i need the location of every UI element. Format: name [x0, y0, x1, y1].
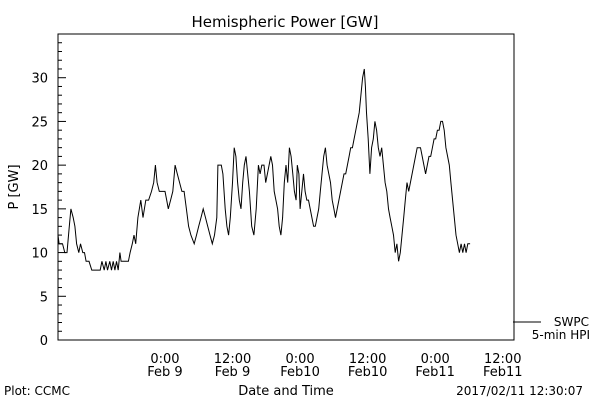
x-tick-date-label: Feb 9: [215, 365, 250, 380]
y-tick-label: 30: [31, 72, 48, 87]
y-tick-label: 20: [31, 159, 48, 174]
x-tick-time-label: 0:00: [285, 352, 314, 367]
y-axis-label: P [GW]: [7, 164, 22, 209]
y-axis: 0 5 10 15 20 25 30: [31, 33, 66, 349]
series-layer: [57, 68, 471, 271]
timestamp: 2017/02/11 12:30:07: [456, 384, 583, 398]
x-tick-time-label: 0:00: [421, 352, 450, 367]
y-tick-label: 25: [31, 115, 48, 130]
x-tick-date-label: Feb11: [483, 365, 523, 380]
x-tick-time-label: 12:00: [484, 352, 521, 367]
hpi-series-line: [57, 68, 471, 271]
y-tick-label: 15: [31, 203, 48, 218]
x-tick-date-label: Feb10: [280, 365, 320, 380]
x-axis-label: Date and Time: [238, 384, 334, 399]
x-tick-date-label: Feb10: [348, 365, 388, 380]
chart-title: Hemispheric Power [GW]: [192, 13, 379, 31]
x-tick-date-label: Feb 9: [147, 365, 182, 380]
x-tick-time-label: 12:00: [349, 352, 386, 367]
y-tick-label: 0: [40, 334, 48, 349]
x-tick-date-label: Feb11: [415, 365, 455, 380]
legend-series-label: 5-min HPI: [532, 328, 590, 342]
plot-credit: Plot: CCMC: [4, 384, 70, 398]
y-tick-label: 5: [40, 290, 48, 305]
x-tick-time-label: 0:00: [150, 352, 179, 367]
x-tick-time-label: 12:00: [214, 352, 251, 367]
legend-source: SWPC: [554, 315, 589, 329]
y-tick-label: 10: [31, 247, 48, 262]
plot-frame: [57, 33, 515, 341]
